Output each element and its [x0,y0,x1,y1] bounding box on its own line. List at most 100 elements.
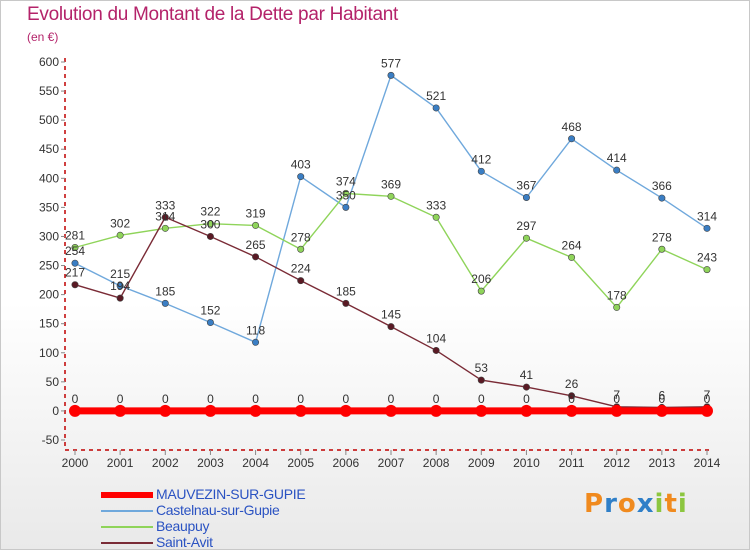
data-label: 254 [65,244,85,258]
data-point [385,404,397,417]
chart-title: Evolution du Montant de la Dette par Hab… [27,4,398,25]
data-point [477,287,485,295]
data-point [387,71,395,79]
data-label: 178 [607,288,627,302]
legend-label: Beaupuy [156,518,210,534]
x-tick-label: 2000 [62,456,89,470]
data-label: 0 [207,392,214,406]
legend-swatch [101,510,153,512]
data-label: 0 [343,392,350,406]
data-label: 300 [200,217,220,231]
data-point [342,203,350,211]
data-point [703,266,711,274]
data-label: 374 [336,174,356,188]
data-point [613,166,621,174]
data-label: 118 [246,323,265,337]
legend-label: Saint-Avit [156,534,213,550]
data-label: 185 [336,284,356,298]
data-label: 278 [652,230,672,244]
data-label: 41 [520,368,534,382]
data-point [71,259,79,267]
y-tick-label: -50 [42,433,60,447]
data-point [252,253,260,261]
data-point [297,277,305,285]
data-point [252,221,260,229]
data-point [703,224,711,232]
data-point [69,404,81,417]
data-point [658,245,666,253]
data-point [297,245,305,253]
data-point [342,189,350,197]
data-point [252,338,260,346]
y-tick-label: 400 [39,171,59,185]
data-label: 297 [516,219,536,233]
data-label: 194 [110,279,130,293]
data-point [610,404,623,417]
data-label: 0 [704,392,711,406]
data-point [477,376,485,384]
legend-swatch [101,526,153,528]
logo-letter: o [617,489,637,519]
data-label: 0 [568,392,575,406]
data-label: 468 [562,120,582,134]
x-tick-label: 2014 [694,456,721,470]
data-label: 577 [381,56,401,70]
data-label: 367 [516,178,536,192]
y-tick-label: 350 [39,200,59,214]
data-label: 0 [659,392,666,406]
logo-letter: P [584,489,605,519]
data-label: 414 [607,151,627,165]
data-label: 314 [697,209,717,223]
proxiti-logo: Proxiti [584,489,688,519]
data-point [520,404,533,417]
data-label: 224 [291,262,311,276]
data-point [116,294,124,302]
data-label: 366 [652,179,672,193]
data-point [161,213,169,221]
data-label: 314 [155,209,175,223]
logo-letter: t [664,489,678,519]
data-labels: 254 215 185 152 118 403 350 577 521 412 367 468 414 3… [65,56,717,406]
data-point [613,303,621,311]
data-label: 152 [200,304,220,318]
data-point [701,404,713,417]
x-tick-label: 2010 [513,456,540,470]
data-point [249,404,262,417]
data-label: 0 [162,392,169,406]
data-label: 264 [562,238,582,252]
data-label: 350 [336,188,356,202]
x-tick-label: 2006 [333,456,360,470]
data-point [522,234,530,242]
data-point [568,253,576,261]
data-label: 319 [246,206,266,220]
x-tick-label: 2013 [649,456,676,470]
y-tick-label: 500 [39,113,59,127]
data-point [114,404,127,417]
data-point [116,282,124,290]
data-label: 0 [523,392,530,406]
y-tick-label: 550 [39,84,59,98]
data-label: 333 [426,198,446,212]
logo-letter: i [654,489,665,519]
logo-letter: x [636,489,655,519]
data-point [342,299,350,307]
data-point [116,231,124,239]
data-point [71,281,79,289]
data-point [477,167,485,175]
data-point [206,220,214,228]
data-label: 206 [471,272,491,286]
data-point [475,404,488,417]
y-tick-label: 100 [39,346,59,360]
data-point [297,173,305,181]
data-point [432,346,440,354]
series-layer [69,71,713,417]
y-tick-label: 300 [39,229,59,243]
x-tick-label: 2001 [107,456,134,470]
y-tick-label: 600 [39,55,59,69]
data-label: 104 [426,331,446,345]
data-label: 215 [110,267,130,281]
x-tick-label: 2002 [152,456,179,470]
data-point [430,404,443,417]
data-label: 302 [110,216,130,230]
